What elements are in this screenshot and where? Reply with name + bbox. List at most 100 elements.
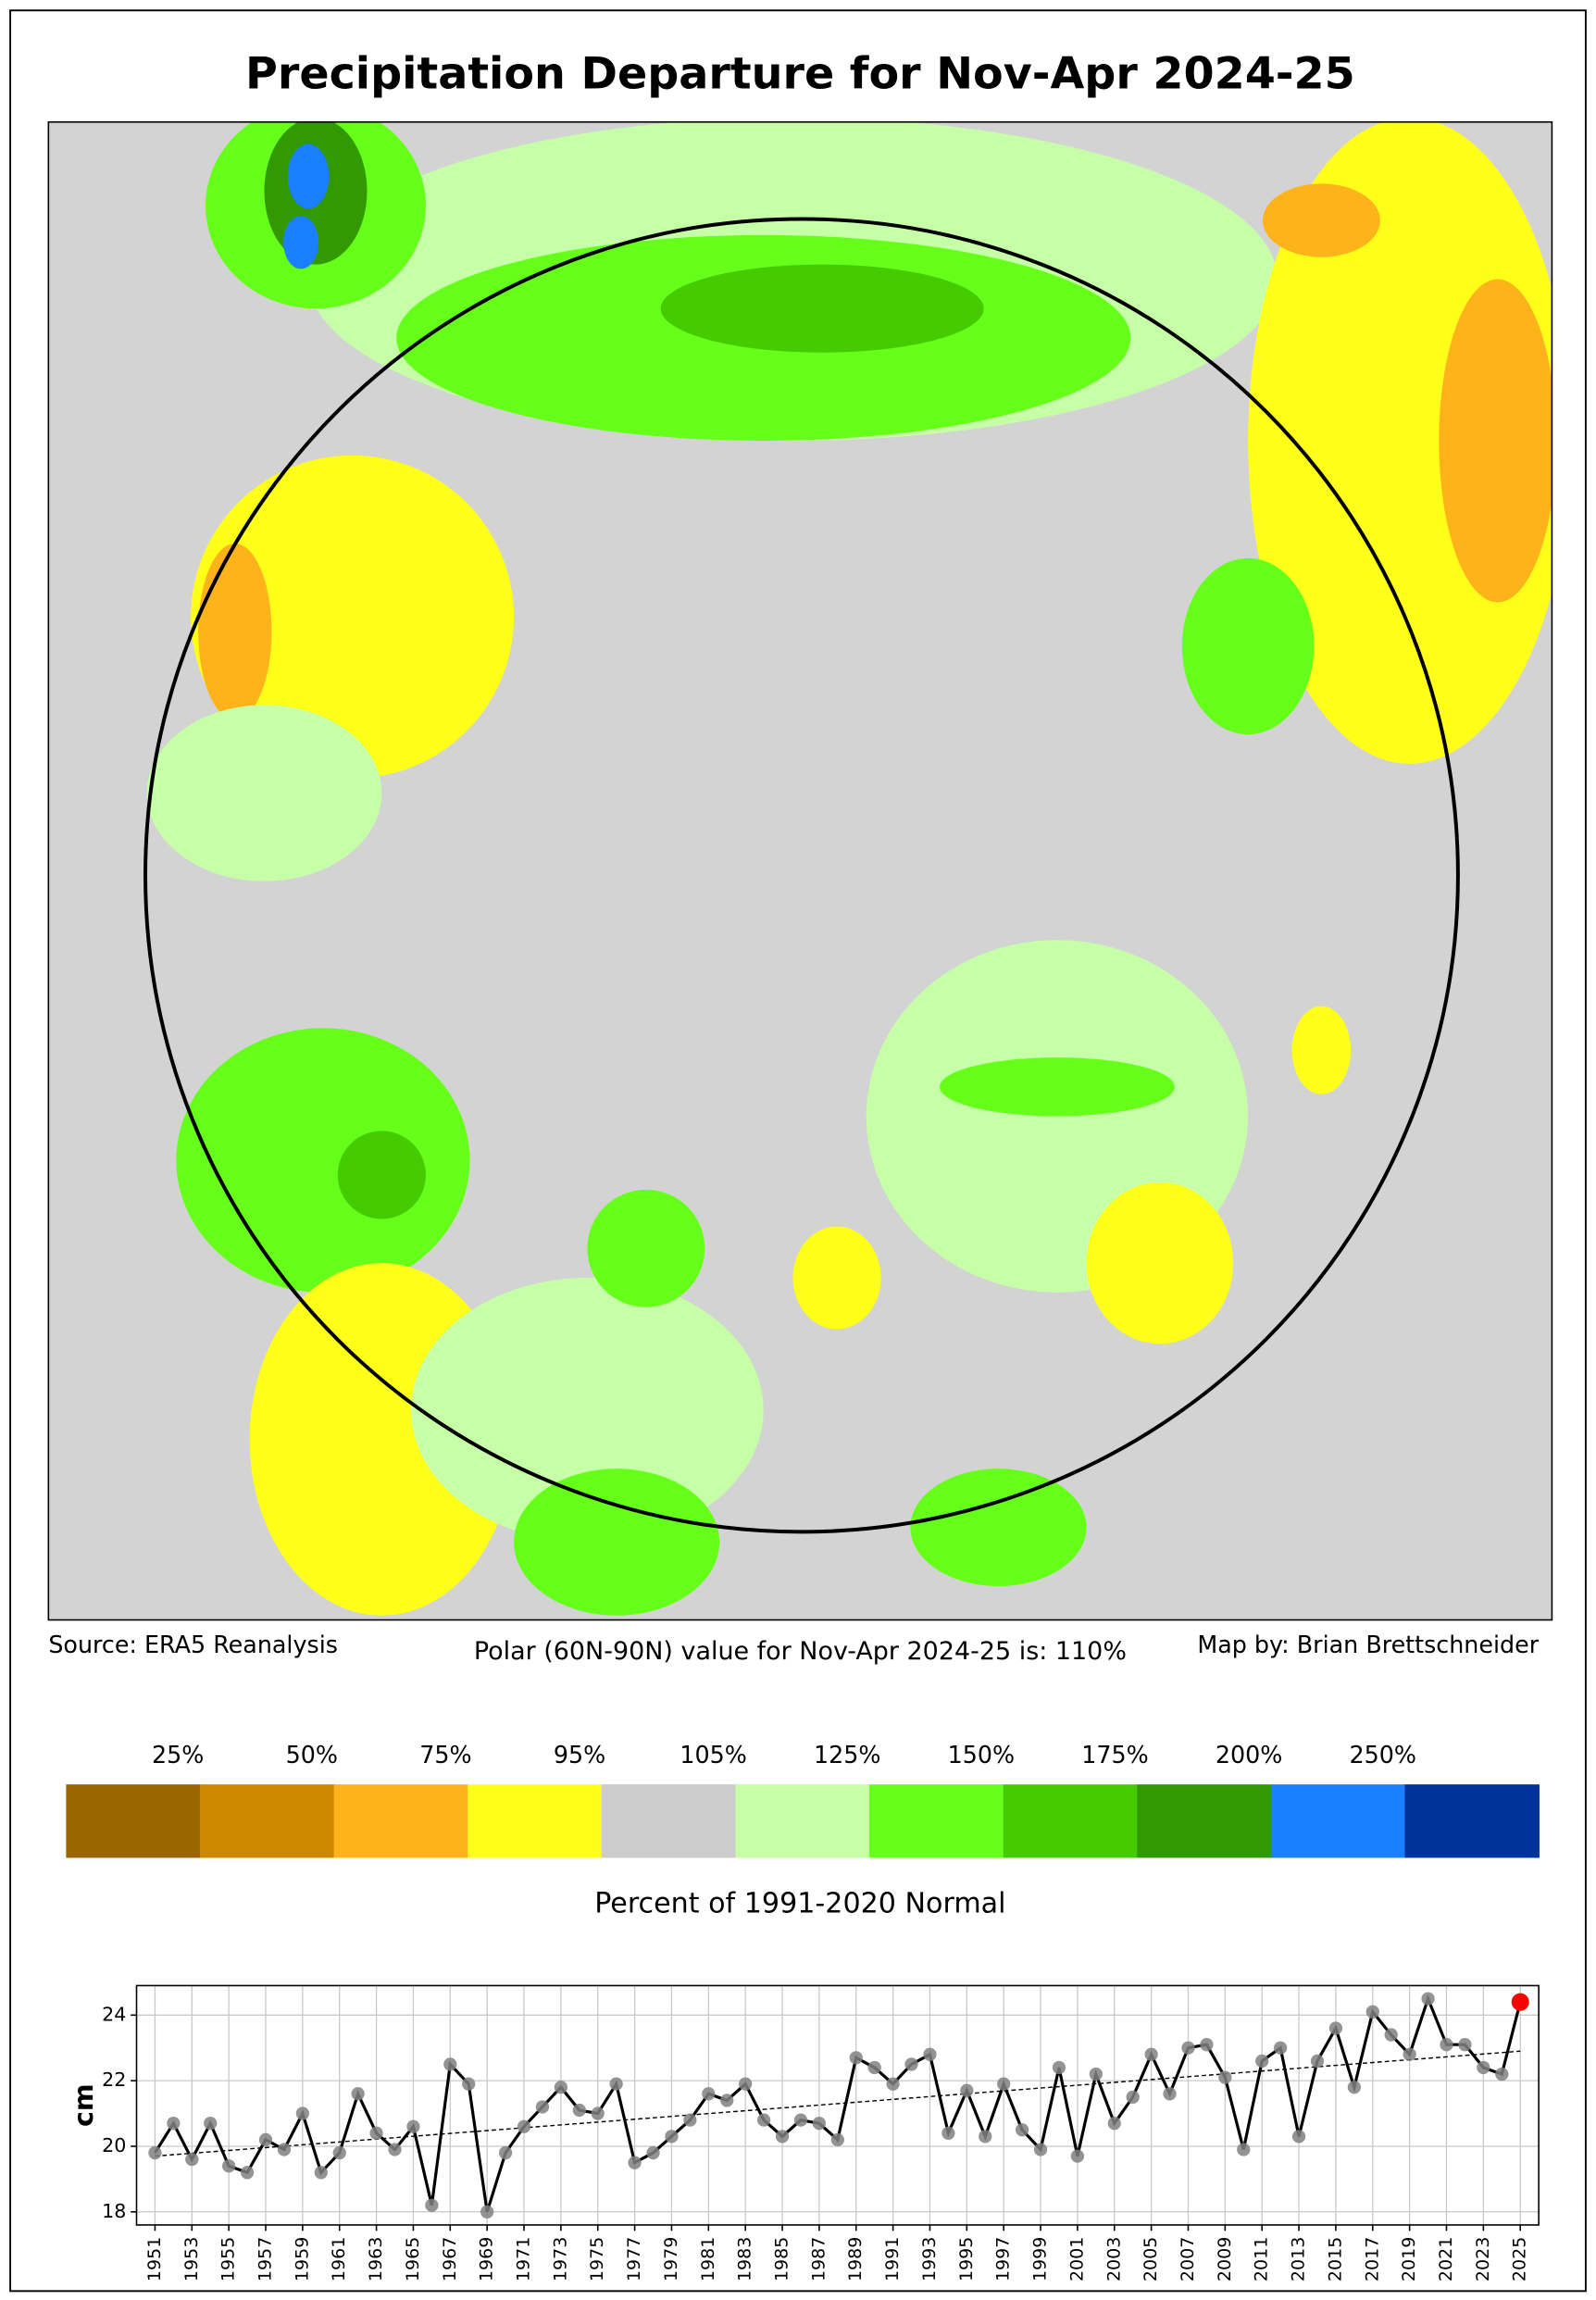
x-tick-label: 2001 — [1066, 2237, 1087, 2281]
data-point — [351, 2087, 365, 2101]
latitude-circle — [143, 217, 1460, 1534]
data-point — [1365, 2005, 1379, 2019]
data-point — [167, 2117, 181, 2131]
data-point — [1310, 2054, 1325, 2069]
x-tick-label: 2019 — [1399, 2237, 1419, 2281]
data-point — [554, 2081, 568, 2094]
data-point — [443, 2057, 457, 2071]
data-point — [628, 2156, 642, 2169]
data-point — [1200, 2038, 1214, 2052]
data-point — [1144, 2047, 1158, 2061]
map — [47, 120, 1553, 1621]
colorbar-segment — [1270, 1784, 1406, 1858]
map-region — [1248, 121, 1552, 764]
map-region — [910, 1469, 1087, 1587]
data-point — [1126, 2090, 1140, 2104]
data-point — [1237, 2143, 1251, 2156]
data-point — [830, 2132, 844, 2147]
x-tick-label: 1977 — [624, 2237, 644, 2281]
colorbar-segment — [468, 1784, 603, 1858]
data-point — [1181, 2041, 1195, 2055]
map-region — [1181, 557, 1315, 735]
data-point — [1218, 2070, 1232, 2084]
colorbar-label: 150% — [948, 1741, 1016, 1769]
data-point — [867, 2060, 881, 2075]
colorbar: 25% 50% 75% 95% 105% 125% 150% 175% 200% 250% — [66, 1741, 1540, 1858]
y-tick-label: 20 — [102, 2134, 126, 2156]
x-tick-label: 1959 — [292, 2237, 312, 2281]
data-point — [1273, 2041, 1288, 2055]
highlight-point — [1511, 1993, 1529, 2011]
map-region — [1321, 631, 1498, 750]
x-tick-label: 1979 — [661, 2237, 681, 2281]
data-point — [1384, 2028, 1398, 2042]
data-point — [739, 2077, 753, 2091]
map-region — [337, 1131, 426, 1219]
data-point — [775, 2130, 790, 2144]
x-tick-label: 1957 — [256, 2237, 276, 2281]
x-tick-label: 2013 — [1289, 2237, 1309, 2281]
data-point — [923, 2047, 937, 2061]
x-tick-label: 1953 — [181, 2237, 202, 2281]
data-point — [979, 2130, 992, 2144]
map-region — [940, 1057, 1175, 1117]
data-point — [277, 2143, 292, 2156]
data-point — [646, 2145, 660, 2160]
x-tick-label: 1975 — [587, 2237, 607, 2281]
data-point — [591, 2106, 605, 2120]
data-point — [185, 2152, 199, 2167]
y-tick-label: 24 — [102, 2003, 126, 2025]
data-point — [702, 2087, 716, 2101]
x-tick-label: 1999 — [1030, 2237, 1051, 2281]
colorbar-label: 200% — [1216, 1741, 1283, 1769]
x-tick-label: 1963 — [366, 2237, 386, 2281]
x-tick-label: 2005 — [1141, 2237, 1161, 2281]
data-point — [1421, 1992, 1435, 2006]
colorbar-label: 125% — [814, 1741, 881, 1769]
plot-frame — [135, 1984, 1540, 2226]
x-tick-label: 1995 — [956, 2237, 977, 2281]
x-tick-label: 2021 — [1436, 2237, 1456, 2281]
colorbar-segment — [1137, 1784, 1272, 1858]
colorbar-label: 50% — [286, 1741, 338, 1769]
data-point — [849, 2051, 863, 2065]
x-tick-label: 1981 — [698, 2237, 718, 2281]
data-point — [332, 2145, 346, 2160]
x-tick-label: 1989 — [845, 2237, 866, 2281]
y-tick-label: 22 — [102, 2069, 126, 2091]
map-region — [1439, 279, 1552, 603]
x-tick-label: 1969 — [477, 2237, 497, 2281]
x-tick-label: 2009 — [1215, 2237, 1235, 2281]
map-region — [176, 1028, 470, 1293]
map-region — [792, 1226, 881, 1330]
map-region — [1291, 1006, 1352, 1094]
data-point — [258, 2132, 273, 2147]
data-point — [406, 2119, 420, 2133]
data-point — [222, 2159, 236, 2173]
data-point — [1477, 2060, 1490, 2075]
data-point — [148, 2145, 162, 2160]
colorbar-label: 75% — [419, 1741, 471, 1769]
colorbar-segment — [601, 1784, 737, 1858]
data-point — [1255, 2054, 1269, 2069]
x-tick-label: 2017 — [1362, 2237, 1382, 2281]
map-region — [411, 1277, 764, 1543]
data-point — [941, 2126, 955, 2140]
x-tick-label: 2025 — [1510, 2237, 1530, 2281]
map-region — [287, 144, 330, 209]
map-region — [198, 543, 272, 720]
colorbar-segment — [199, 1784, 335, 1858]
x-tick-label: 1965 — [403, 2237, 423, 2281]
colorbar-label: 250% — [1349, 1741, 1416, 1769]
x-tick-label: 1961 — [329, 2237, 349, 2281]
colorbar-label: 105% — [680, 1741, 747, 1769]
colorbar-segment — [1404, 1784, 1540, 1858]
map-frame — [47, 120, 1553, 1621]
colorbar-label: 25% — [152, 1741, 204, 1769]
data-point — [388, 2143, 402, 2156]
x-tick-label: 1951 — [144, 2237, 165, 2281]
colorbar-segment — [735, 1784, 870, 1858]
x-tick-label: 1993 — [919, 2237, 940, 2281]
data-point — [960, 2083, 974, 2097]
